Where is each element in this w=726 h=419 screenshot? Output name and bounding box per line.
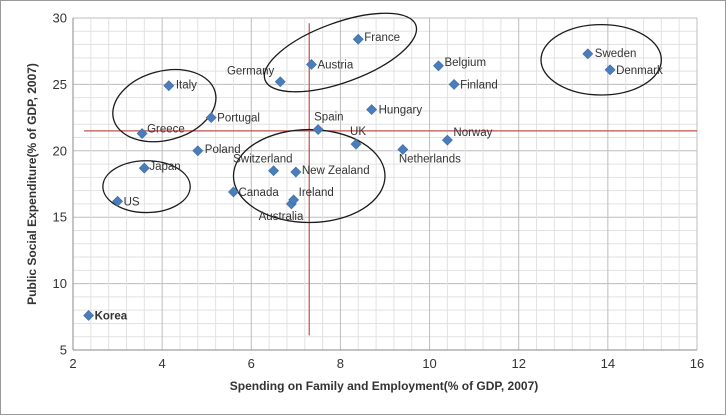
cluster-ellipse: [112, 68, 217, 143]
data-point: [306, 59, 317, 70]
x-tick-label: 2: [69, 356, 76, 371]
point-label: UK: [350, 126, 366, 138]
y-tick-label: 10: [53, 276, 67, 291]
x-tick-label: 14: [601, 356, 615, 371]
point-label: Belgium: [444, 57, 486, 69]
data-point: [83, 310, 95, 321]
data-point: [138, 162, 150, 174]
data-point: [441, 134, 453, 146]
point-label: Germany: [227, 66, 275, 78]
point-label: Switzerland: [233, 154, 292, 166]
data-point: [205, 112, 217, 124]
data-point: [448, 78, 460, 90]
data-point: [288, 194, 300, 206]
point-label: Austria: [317, 59, 353, 71]
y-tick-label: 20: [53, 143, 67, 158]
y-tick-label: 15: [53, 210, 67, 225]
point-label: New Zealand: [302, 165, 370, 177]
data-point: [268, 165, 279, 177]
y-tick-label: 5: [60, 343, 67, 358]
point-label: Poland: [205, 144, 241, 156]
data-point: [397, 144, 409, 155]
point-label: Hungary: [379, 105, 423, 117]
data-point: [112, 195, 123, 207]
y-tick-label: 25: [53, 77, 67, 92]
x-tick-label: 4: [159, 356, 166, 371]
point-label: Canada: [238, 187, 279, 199]
data-point: [604, 64, 616, 76]
point-label: Netherlands: [399, 153, 461, 165]
point-label: Denmark: [616, 65, 663, 77]
data-point: [163, 80, 175, 92]
point-label: US: [124, 196, 140, 208]
x-tick-label: 12: [511, 356, 525, 371]
data-point: [312, 124, 324, 135]
point-label: Ireland: [299, 187, 334, 199]
data-point: [192, 145, 204, 157]
point-label: Finland: [460, 79, 498, 91]
point-label: Japan: [149, 161, 180, 173]
point-label: Korea: [95, 310, 128, 322]
point-label: Italy: [176, 80, 197, 92]
cluster-ellipse: [102, 160, 191, 214]
point-label: Portugal: [217, 113, 260, 125]
point-label: Australia: [259, 211, 304, 223]
cluster-ellipse: [263, 12, 418, 93]
data-point: [274, 76, 286, 88]
point-label: Spain: [314, 112, 343, 124]
axes: [72, 18, 697, 351]
point-label: Norway: [453, 127, 492, 139]
tick-labels: 2 4 6 8 10 12 14 16 5 10 15 20 25 30: [53, 11, 705, 372]
data-point: [433, 60, 444, 72]
data-point: [352, 33, 364, 45]
data-point: [136, 128, 148, 139]
cluster-ellipse: [232, 128, 386, 224]
x-tick-label: 10: [422, 356, 436, 371]
x-tick-label: 16: [690, 356, 704, 371]
y-tick-label: 30: [53, 11, 67, 26]
x-tick-label: 6: [248, 356, 255, 371]
data-point: [228, 186, 239, 198]
point-label: Sweden: [595, 48, 637, 60]
cluster-ellipse: [540, 23, 662, 96]
point-labels: Korea US Japan Greece Italy Poland Portugal Can…: [95, 32, 663, 322]
y-axis-title: Public Social Expenditure(% of GDP, 2007…: [25, 63, 39, 305]
reference-lines: [84, 23, 697, 336]
point-label: Greece: [147, 124, 185, 136]
data-points: [83, 33, 616, 321]
point-label: France: [364, 32, 400, 44]
cluster-outlines: [102, 12, 662, 224]
gridlines: [72, 17, 698, 351]
data-point: [582, 48, 594, 60]
data-point: [350, 138, 362, 150]
x-axis-title: Spending on Family and Employment(% of G…: [230, 379, 539, 393]
x-tick-label: 8: [337, 356, 344, 371]
data-point: [290, 166, 302, 178]
data-point: [366, 104, 378, 116]
